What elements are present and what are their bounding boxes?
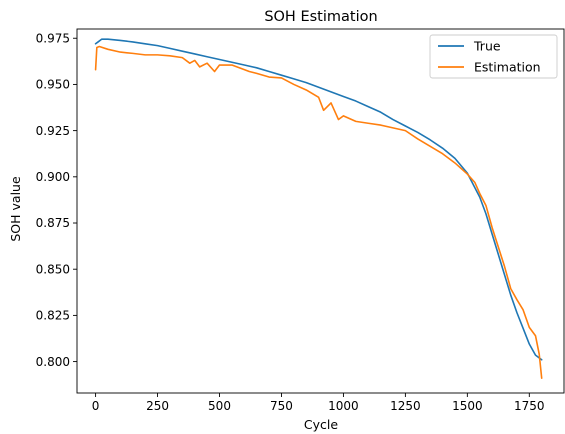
x-tick-label: 500 bbox=[208, 399, 231, 413]
plot-area bbox=[77, 29, 564, 393]
x-tick-label: 1500 bbox=[452, 399, 483, 413]
x-tick-label: 1000 bbox=[328, 399, 359, 413]
series-line-estimation bbox=[94, 45, 543, 380]
plot-background bbox=[77, 29, 564, 393]
legend-label-estimation: Estimation bbox=[474, 60, 541, 75]
axes-layer: 0 250 500 750 1000 1250 1500 1750 0.800 0.825 0.85… bbox=[36, 28, 565, 413]
series-layer bbox=[94, 38, 543, 380]
y-tick-label: 0.825 bbox=[36, 309, 70, 323]
legend: True Estimation bbox=[429, 34, 558, 79]
x-tick-label: 1750 bbox=[514, 399, 545, 413]
chart-title: SOH Estimation bbox=[264, 9, 377, 25]
y-tick-label: 0.800 bbox=[36, 355, 70, 369]
y-tick-label: 0.975 bbox=[36, 31, 70, 45]
x-tick-label: 0 bbox=[92, 399, 100, 413]
y-axis-label: SOH value bbox=[8, 176, 23, 242]
legend-label-true: True bbox=[473, 39, 501, 54]
x-tick-label: 250 bbox=[146, 399, 169, 413]
x-tick-label: 1250 bbox=[390, 399, 421, 413]
x-tick-label: 750 bbox=[270, 399, 293, 413]
y-tick-label: 0.875 bbox=[36, 216, 70, 230]
y-tick-label: 0.850 bbox=[36, 262, 70, 276]
y-tick-label: 0.900 bbox=[36, 170, 70, 184]
series-line-true bbox=[94, 38, 543, 361]
x-axis-label: Cycle bbox=[304, 417, 338, 432]
y-tick-label: 0.950 bbox=[36, 78, 70, 92]
axes-frame bbox=[76, 28, 565, 394]
y-tick-label: 0.925 bbox=[36, 124, 70, 138]
